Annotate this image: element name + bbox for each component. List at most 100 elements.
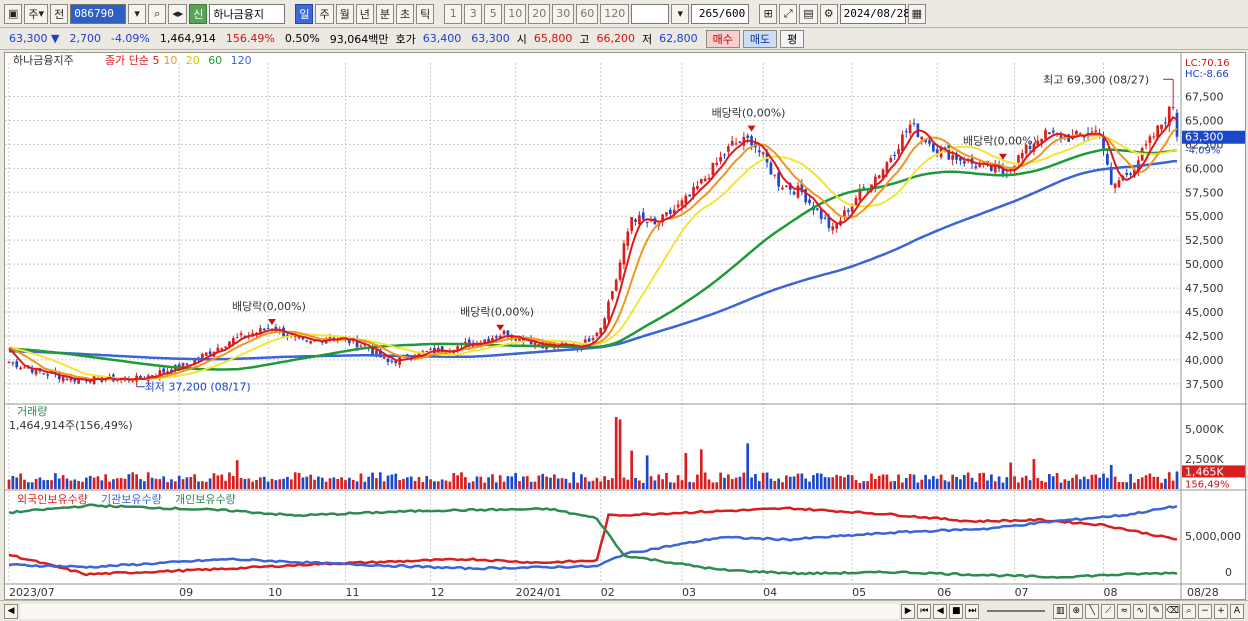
interval-20[interactable]: 20 [528,3,551,24]
volume-bar [1144,475,1148,489]
volume-bar [69,480,73,489]
calendar-icon[interactable]: ▦ [907,3,927,24]
volume-bar [189,476,193,489]
high-marker-label: 최고 69,300 (08/27) [1043,73,1149,86]
code-dropdown-icon[interactable]: ▾ [128,3,147,24]
dividend-arrow [998,153,1007,160]
volume-bar [266,481,270,489]
play-back-icon[interactable]: ◀ [933,603,948,619]
zoom-slider[interactable] [987,610,1046,612]
candle-body [951,155,955,160]
last-volume-tag [1182,465,1245,478]
chart-type-icon[interactable]: ▥ [1053,603,1068,619]
volume-bar [990,474,993,489]
volume-bar [978,473,982,489]
candle-body [931,143,935,152]
volume-bar [568,482,572,489]
chart-scrollbar[interactable]: ◀ ▶ ⏮ ◀ ■ ⏭ ▥ ⊕ ╲ ⟋ ≈ ∿ ✎ ⌫ ⌕ − + A [0,600,1248,621]
volume-bar [1036,478,1040,489]
tab-tick[interactable]: 틱 [416,3,435,24]
period-select[interactable]: 주 ▾ [24,3,49,24]
chart-tool-icon[interactable]: ⊞ [759,3,778,24]
candle-body [131,381,135,383]
flat-button[interactable]: 평 [780,29,805,48]
candle-body [65,378,69,380]
volume-bar [23,479,26,489]
buy-button[interactable]: 매수 [705,29,740,48]
interval-custom-input[interactable] [631,3,670,24]
volume-bar [286,476,289,489]
interval-dropdown-icon[interactable]: ▾ [671,3,690,24]
candle-body [1164,122,1167,124]
candle-body [723,154,726,156]
draw-line-icon[interactable]: ╲ [1085,603,1100,619]
crosshair-icon[interactable]: ⊕ [1069,603,1084,619]
prev-select[interactable]: 전 [50,3,69,24]
rewind-icon[interactable]: ⏮ [917,603,932,619]
scroll-track[interactable] [20,603,900,619]
draw-tool-icon[interactable]: ⤢ [779,3,798,24]
scroll-left-icon[interactable]: ◀ [4,603,18,619]
tab-day[interactable]: 일 [295,3,314,24]
zoom-in-icon[interactable]: + [1214,603,1228,619]
interval-1[interactable]: 1 [444,3,463,24]
draw-trend-icon[interactable]: ⟋ [1101,603,1116,619]
bar-count-input[interactable]: 265/600 [691,3,750,24]
tab-minute[interactable]: 분 [375,3,394,24]
volume-bar [560,478,564,489]
candle-body [661,214,664,223]
fast-forward-icon[interactable]: ⏭ [965,603,980,619]
interval-5[interactable]: 5 [484,3,503,24]
sell-button[interactable]: 매도 [742,29,778,48]
interval-120[interactable]: 120 [600,3,630,24]
volume-bar [158,479,162,489]
candle-body [618,262,622,280]
candle-body [1082,136,1086,138]
gear-icon[interactable]: ⚙ [819,3,838,24]
low-price: 62,800 [659,32,698,45]
interval-10[interactable]: 10 [504,3,527,24]
draw-channel-icon[interactable]: ≈ [1117,603,1132,619]
stock-code-input[interactable]: 086790 [70,3,127,24]
tab-month[interactable]: 월 [335,3,354,24]
search-icon[interactable]: ⌕ [148,3,167,24]
volume-bar [638,480,641,489]
interval-30[interactable]: 30 [552,3,575,24]
volume-bar [1071,477,1074,489]
zoom-icon[interactable]: ⌕ [1182,603,1196,619]
tab-second[interactable]: 초 [395,3,415,24]
scroll-right-icon[interactable]: ▶ [901,603,916,619]
candle-body [417,351,421,358]
draw-fib-icon[interactable]: ∿ [1133,603,1148,619]
interval-60[interactable]: 60 [576,3,599,24]
volume-bar [1082,476,1086,489]
volume-ratio: 156.49% [225,32,275,45]
layout-icon[interactable]: ▣ [4,3,23,24]
draw-text-icon[interactable]: ✎ [1149,603,1164,619]
tab-year[interactable]: 년 [355,3,374,24]
candle-body [1044,130,1047,140]
volume-bar [1109,465,1113,489]
volume-bar [398,480,401,489]
volume-bar [711,482,715,489]
interval-3[interactable]: 3 [464,3,483,24]
text-size-icon[interactable]: A [1230,603,1244,619]
chart-area[interactable]: 67,500 65,000 62,500 60,000 57,500 55,000 52,5… [4,52,1247,601]
volume-bar [1136,479,1140,489]
volume-bar [908,474,912,489]
date-input[interactable]: 2024/08/28 [839,3,910,24]
candle-body [1133,168,1136,177]
tab-week[interactable]: 주 [315,3,334,24]
eraser-icon[interactable]: ⌫ [1165,603,1180,619]
save-icon[interactable]: ▤ [799,3,818,24]
volume-bar [448,481,452,489]
volume-bar [7,479,11,489]
candle-body [893,154,897,156]
candle-body [901,134,904,151]
stop-icon[interactable]: ■ [949,603,964,619]
zoom-out-icon[interactable]: − [1198,603,1212,619]
volume-bar [479,476,483,489]
speaker-icon[interactable]: ◂▸ [168,3,188,24]
chart-svg[interactable]: 67,50065,00062,50060,00057,50055,00052,5… [5,53,1247,601]
volume-bar [742,472,746,489]
